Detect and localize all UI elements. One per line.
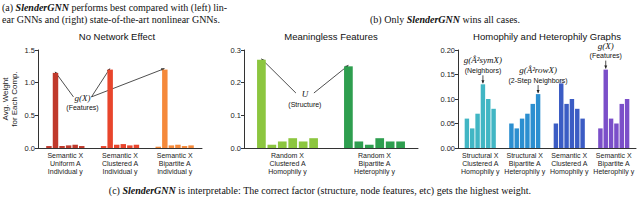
svg-text:Clustered A: Clustered A [269, 160, 306, 167]
svg-text:g(Â²rowX): g(Â²rowX) [519, 65, 557, 75]
svg-text:Homophily y: Homophily y [461, 168, 500, 176]
svg-text:Bipartite A: Bipartite A [359, 160, 391, 168]
svg-text:wins all cases.: wins all cases. [460, 14, 520, 25]
svg-text:1.0: 1.0 [25, 78, 35, 87]
svg-text:g(X): g(X) [74, 93, 90, 103]
svg-text:Heterophily y: Heterophily y [354, 168, 395, 176]
svg-text:Clustered A: Clustered A [462, 160, 499, 167]
svg-text:Bipartite A: Bipartite A [159, 160, 191, 168]
svg-text:(2-Step Neighbors): (2-Step Neighbors) [509, 77, 568, 85]
svg-text:Individual y: Individual y [157, 168, 193, 176]
svg-text:Semantic X: Semantic X [596, 152, 632, 159]
svg-text:(Neighbors): (Neighbors) [465, 67, 502, 75]
svg-text:Homophily and Heterophily Grap: Homophily and Heterophily Graphs [473, 30, 621, 42]
svg-text:Structural X: Structural X [462, 152, 499, 159]
svg-text:0.3: 0.3 [231, 46, 241, 55]
svg-text:1.5: 1.5 [25, 46, 35, 55]
svg-text:Semantic X: Semantic X [102, 152, 138, 159]
svg-text:g(Â²symX): g(Â²symX) [464, 55, 502, 65]
svg-text:Bipartite A: Bipartite A [598, 160, 630, 168]
svg-text:0.05: 0.05 [440, 119, 455, 128]
svg-text:0.15: 0.15 [440, 70, 455, 79]
svg-text:(Structure): (Structure) [288, 101, 321, 109]
svg-text:Clustered A: Clustered A [102, 160, 139, 167]
svg-text:Semantic X: Semantic X [157, 152, 193, 159]
svg-text:SlenderGNN: SlenderGNN [407, 14, 461, 25]
svg-text:Uniform A: Uniform A [50, 160, 81, 167]
svg-text:Structural X: Structural X [506, 152, 543, 159]
svg-text:(c): (c) [109, 185, 123, 197]
svg-text:No Network Effect: No Network Effect [79, 31, 156, 42]
svg-text:Meaningless Features: Meaningless Features [284, 31, 378, 42]
svg-text:0.10: 0.10 [440, 95, 455, 104]
svg-text:(Features): (Features) [66, 104, 98, 112]
svg-text:0.0: 0.0 [231, 144, 241, 153]
svg-text:(b) Only: (b) Only [370, 14, 407, 26]
svg-text:Clustered A: Clustered A [551, 160, 588, 167]
svg-text:Individual y: Individual y [102, 168, 138, 176]
svg-text:Individual y: Individual y [48, 168, 84, 176]
svg-text:0.2: 0.2 [231, 78, 241, 87]
svg-text:(Features): (Features) [590, 52, 622, 60]
svg-text:Random X: Random X [358, 152, 391, 159]
svg-text:0.1: 0.1 [231, 111, 241, 120]
svg-text:0.00: 0.00 [440, 144, 455, 153]
svg-text:ear GNNs and (right) state-of-: ear GNNs and (right) state-of-the-art no… [2, 14, 220, 26]
svg-text:U: U [302, 89, 309, 99]
svg-text:Semantic X: Semantic X [47, 152, 83, 159]
svg-text:0.20: 0.20 [440, 46, 455, 55]
svg-text:Random X: Random X [271, 152, 304, 159]
svg-text:Heterophily y: Heterophily y [593, 168, 634, 176]
svg-text:performs best compared with (l: performs best compared with (left) lin- [69, 2, 227, 14]
svg-text:SlenderGNN: SlenderGNN [122, 185, 176, 196]
svg-text:Avg. Weight: Avg. Weight [1, 77, 10, 121]
svg-text:Semantic X: Semantic X [551, 152, 587, 159]
svg-text:Homophily y: Homophily y [268, 168, 307, 176]
svg-text:Bipartite A: Bipartite A [509, 160, 541, 168]
svg-text:0.5: 0.5 [25, 111, 35, 120]
svg-text:SlenderGNN: SlenderGNN [16, 2, 70, 13]
svg-text:Homophily y: Homophily y [550, 168, 589, 176]
svg-text:0.0: 0.0 [25, 144, 35, 153]
svg-text:g(X): g(X) [598, 41, 614, 51]
svg-text:for Each Comp.: for Each Comp. [10, 71, 19, 127]
svg-text:(a): (a) [2, 2, 16, 14]
svg-text:is interpretable: The correct: is interpretable: The correct factor (st… [176, 185, 531, 197]
svg-text:Heterophily y: Heterophily y [504, 168, 545, 176]
